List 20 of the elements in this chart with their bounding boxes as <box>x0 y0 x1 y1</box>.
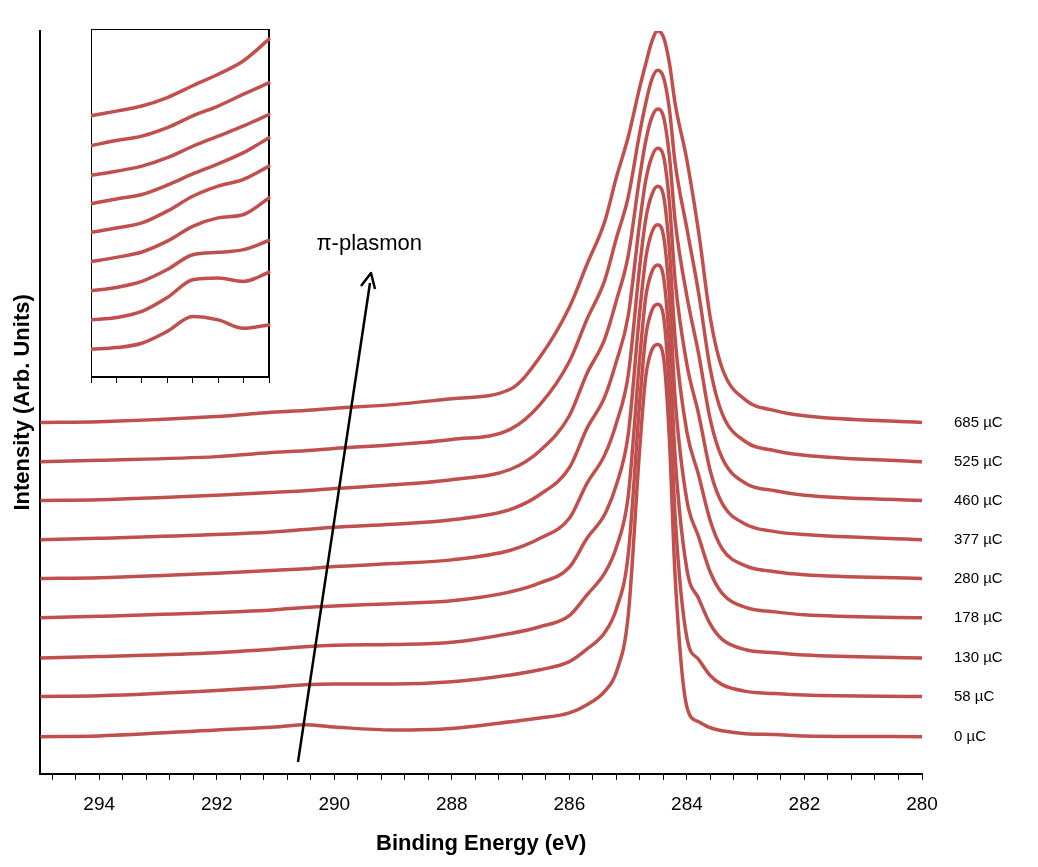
text: 280 µC <box>954 568 1003 586</box>
x-tick-label: 292 <box>200 793 233 815</box>
annotation: π-plasmon <box>316 229 423 255</box>
x-axis-title: Binding Energy (eV) <box>376 829 587 855</box>
text: 525 µC <box>954 451 1003 469</box>
x-tick-label: 288 <box>435 793 468 815</box>
x-tick-label: 290 <box>318 793 351 815</box>
text: 58 µC <box>954 686 995 704</box>
text: 130 µC <box>954 648 1003 666</box>
y-axis-title: Intensity (Arb. Units) <box>9 294 35 511</box>
x-tick-label: 282 <box>788 793 821 815</box>
text: 0 µC <box>954 726 987 744</box>
x-tick-label: 284 <box>671 793 704 815</box>
text: 178 µC <box>954 607 1003 625</box>
x-tick-label: 294 <box>83 793 116 815</box>
text: 377 µC <box>954 529 1003 547</box>
text: 685 µC <box>954 412 1003 430</box>
text: 460 µC <box>954 490 1003 508</box>
x-tick-label: 280 <box>906 793 938 815</box>
x-tick-label: 286 <box>553 793 586 815</box>
